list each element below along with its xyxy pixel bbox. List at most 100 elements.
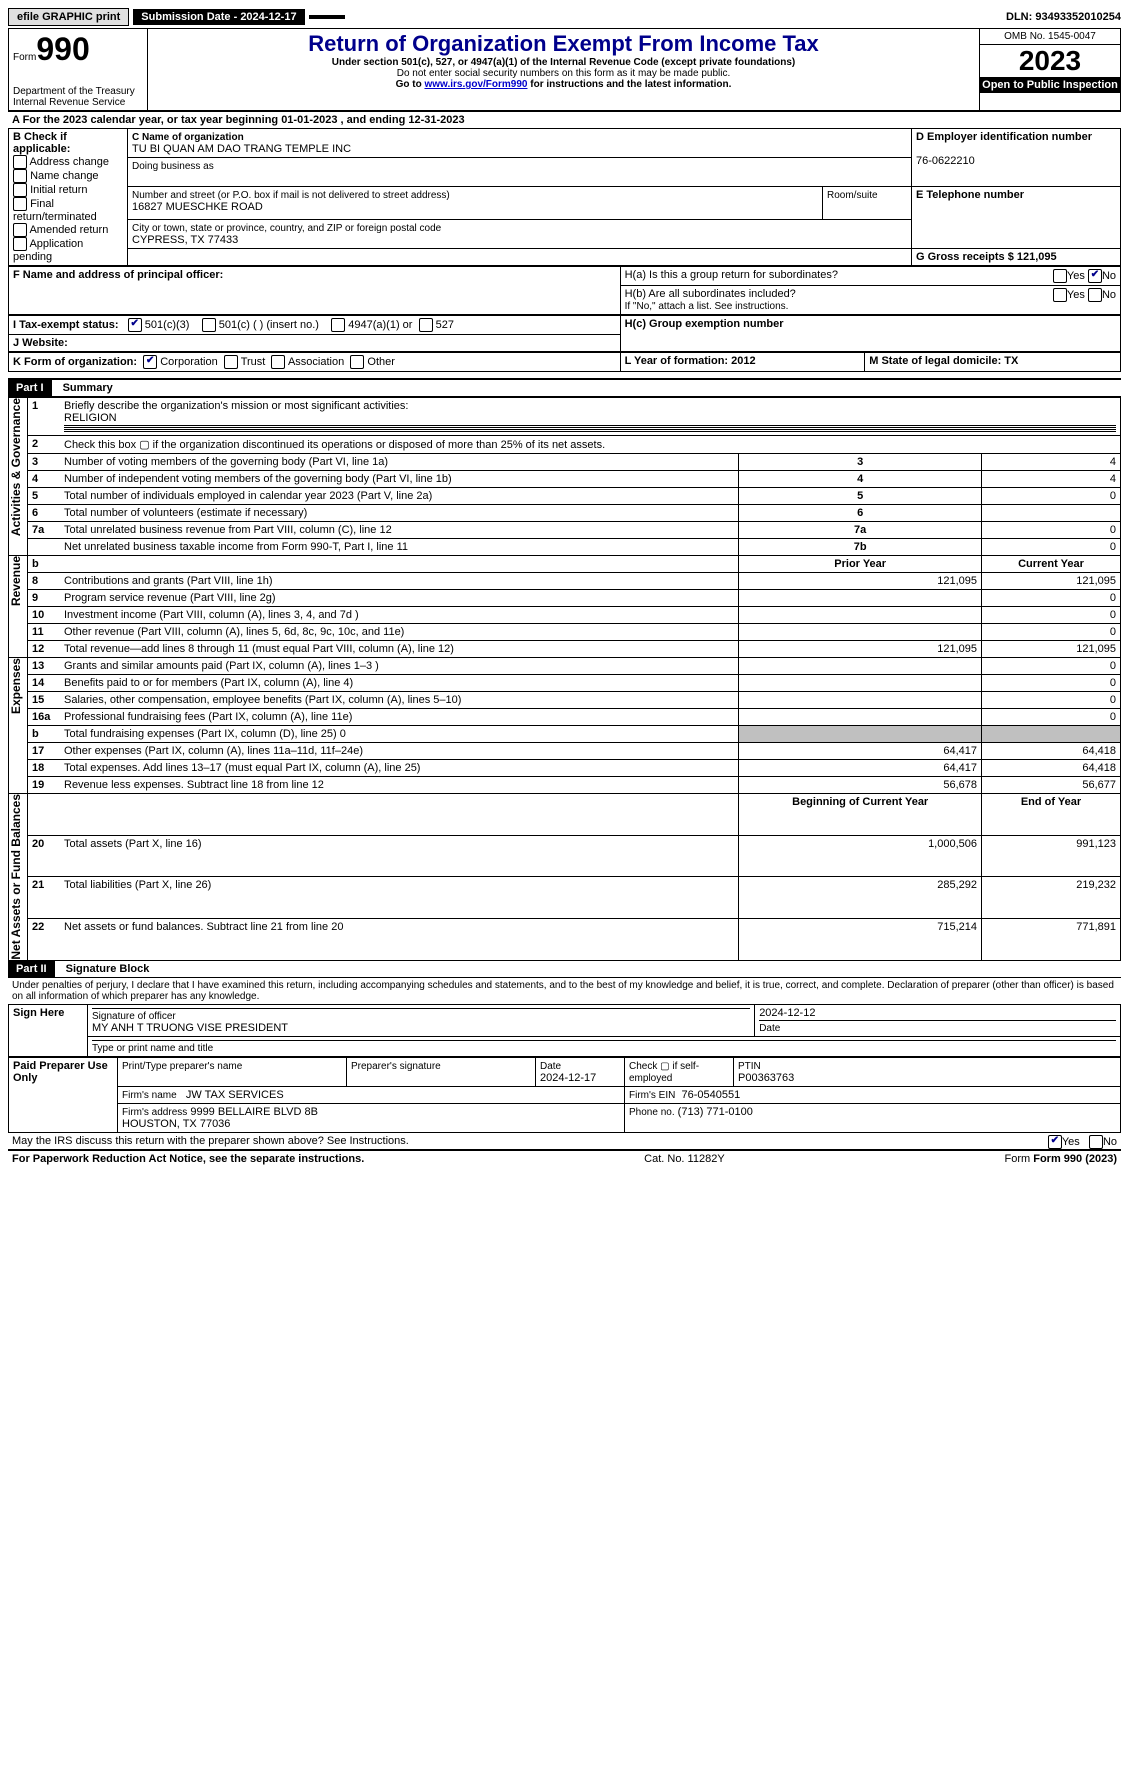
subtitle-3: Go to www.irs.gov/Form990 for instructio… <box>152 79 975 90</box>
g-receipts: G Gross receipts $ 121,095 <box>916 251 1057 263</box>
line-a: A For the 2023 calendar year, or tax yea… <box>8 112 1121 128</box>
cb-address-change[interactable] <box>13 155 27 169</box>
sig-officer-lbl: Signature of officer <box>92 1011 176 1022</box>
cb-amended[interactable] <box>13 223 27 237</box>
row-12: 12Total revenue—add lines 8 through 11 (… <box>9 641 1121 658</box>
row-21: 21Total liabilities (Part X, line 26)285… <box>9 877 1121 919</box>
e-lbl: E Telephone number <box>916 189 1024 201</box>
cb-501c[interactable] <box>202 318 216 332</box>
pra-notice: For Paperwork Reduction Act Notice, see … <box>12 1153 364 1165</box>
dept-treasury: Department of the Treasury Internal Reve… <box>13 86 143 108</box>
b-label: B Check if applicable: <box>13 131 70 155</box>
row-22: 22Net assets or fund balances. Subtract … <box>9 918 1121 960</box>
k-o4: Other <box>367 356 395 368</box>
row-9: 9Program service revenue (Part VIII, lin… <box>9 590 1121 607</box>
officer-block: F Name and address of principal officer:… <box>8 266 1121 315</box>
part1-title: Summary <box>55 382 113 394</box>
section-governance: Activities & Governance <box>9 398 23 536</box>
row-6: 6Total number of volunteers (estimate if… <box>9 505 1121 522</box>
cb-501c3[interactable] <box>128 318 142 332</box>
irs-link[interactable]: www.irs.gov/Form990 <box>424 79 527 90</box>
prior-year-h: Prior Year <box>739 556 982 573</box>
hb-text: H(b) Are all subordinates included? <box>625 288 796 300</box>
goto-post: for instructions and the latest informat… <box>527 79 731 90</box>
footer: For Paperwork Reduction Act Notice, see … <box>8 1151 1121 1167</box>
cb-other[interactable] <box>350 355 364 369</box>
ptin: P00363763 <box>738 1072 794 1084</box>
row-7b: Net unrelated business taxable income fr… <box>9 539 1121 556</box>
discuss-yes[interactable] <box>1048 1135 1062 1149</box>
ein: 76-0622210 <box>916 155 975 167</box>
section-net: Net Assets or Fund Balances <box>9 794 23 960</box>
omb-no: OMB No. 1545-0047 <box>980 29 1120 45</box>
b-opt-0: Address change <box>29 156 109 168</box>
form-label: Form <box>13 52 36 63</box>
cb-4947[interactable] <box>331 318 345 332</box>
row-8: 8Contributions and grants (Part VIII, li… <box>9 573 1121 590</box>
discuss-yes-lbl: Yes <box>1062 1136 1080 1148</box>
tax-year: 2023 <box>980 45 1120 77</box>
row-16a: 16aProfessional fundraising fees (Part I… <box>9 709 1121 726</box>
subtitle-1: Under section 501(c), 527, or 4947(a)(1)… <box>152 57 975 68</box>
row-15: 15Salaries, other compensation, employee… <box>9 692 1121 709</box>
summary-table: Activities & Governance 1 Briefly descri… <box>8 397 1121 961</box>
hc-lbl: H(c) Group exemption number <box>625 318 784 330</box>
i-o3: 4947(a)(1) or <box>348 319 412 331</box>
cb-trust[interactable] <box>224 355 238 369</box>
row-4: 4Number of independent voting members of… <box>9 471 1121 488</box>
signature-block: Sign Here Signature of officer MY ANH T … <box>8 1004 1121 1057</box>
sign-here-lbl: Sign Here <box>9 1004 88 1056</box>
form-footer: Form Form 990 (2023) <box>1005 1153 1118 1165</box>
firm-ein: 76-0540551 <box>681 1089 740 1101</box>
q1: Briefly describe the organization's miss… <box>64 400 408 412</box>
cb-name-change[interactable] <box>13 169 27 183</box>
q2: Check this box ▢ if the organization dis… <box>60 436 1121 454</box>
k-o2: Trust <box>241 356 266 368</box>
firm-phone: (713) 771-0100 <box>678 1106 753 1118</box>
discuss-row: May the IRS discuss this return with the… <box>8 1133 1121 1151</box>
row-16b: bTotal fundraising expenses (Part IX, co… <box>9 726 1121 743</box>
hb-no[interactable] <box>1088 288 1102 302</box>
cb-pending[interactable] <box>13 237 27 251</box>
prep-date-lbl: Date <box>540 1061 561 1072</box>
boy-h: Beginning of Current Year <box>739 794 982 836</box>
efile-button[interactable]: efile GRAPHIC print <box>8 8 129 26</box>
i-o2: 501(c) ( ) (insert no.) <box>219 319 319 331</box>
name-title-lbl: Type or print name and title <box>92 1043 213 1054</box>
discuss-no[interactable] <box>1089 1135 1103 1149</box>
b-opt-4: Amended return <box>29 224 108 236</box>
ha-yes[interactable] <box>1053 269 1067 283</box>
part1-header: Part I Summary <box>8 378 1121 397</box>
c-name-lbl: C Name of organization <box>132 132 244 143</box>
row-5: 5Total number of individuals employed in… <box>9 488 1121 505</box>
ha-no[interactable] <box>1088 269 1102 283</box>
form-header: Form990 Department of the Treasury Inter… <box>8 28 1121 112</box>
open-inspection: Open to Public Inspection <box>980 77 1120 93</box>
cb-final[interactable] <box>13 197 27 211</box>
subtitle-2: Do not enter social security numbers on … <box>152 68 975 79</box>
row-17: 17Other expenses (Part IX, column (A), l… <box>9 743 1121 760</box>
cb-corp[interactable] <box>143 355 157 369</box>
hb-note: If "No," attach a list. See instructions… <box>625 301 789 312</box>
current-year-h: Current Year <box>982 556 1121 573</box>
k-o3: Association <box>288 356 344 368</box>
spacer <box>309 15 345 19</box>
prep-date: 2024-12-17 <box>540 1072 596 1084</box>
k-o1: Corporation <box>160 356 217 368</box>
i-lbl: I Tax-exempt status: <box>13 319 119 331</box>
cb-527[interactable] <box>419 318 433 332</box>
addr-lbl: Number and street (or P.O. box if mail i… <box>132 190 450 201</box>
cb-assoc[interactable] <box>271 355 285 369</box>
date-lbl: Date <box>759 1023 780 1034</box>
hb-yes[interactable] <box>1053 288 1067 302</box>
row-3: 3Number of voting members of the governi… <box>9 454 1121 471</box>
sig-date1: 2024-12-12 <box>759 1007 815 1019</box>
declaration: Under penalties of perjury, I declare th… <box>8 978 1121 1004</box>
street: 16827 MUESCHKE ROAD <box>132 201 263 213</box>
self-emp: Check ▢ if self-employed <box>629 1061 699 1084</box>
city-lbl: City or town, state or province, country… <box>132 223 441 234</box>
part2-label: Part II <box>8 961 55 977</box>
cb-initial[interactable] <box>13 183 27 197</box>
status-block: I Tax-exempt status: 501(c)(3) 501(c) ( … <box>8 315 1121 352</box>
row-14: 14Benefits paid to or for members (Part … <box>9 675 1121 692</box>
